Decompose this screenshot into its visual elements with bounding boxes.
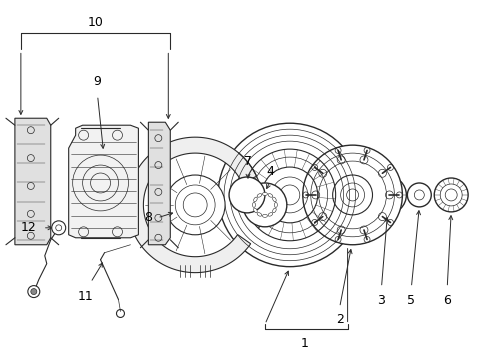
Ellipse shape — [272, 208, 276, 213]
Ellipse shape — [262, 193, 267, 195]
Circle shape — [218, 123, 361, 267]
Circle shape — [407, 183, 430, 207]
Text: 10: 10 — [87, 16, 103, 29]
Ellipse shape — [253, 208, 257, 213]
Text: 6: 6 — [442, 293, 450, 307]
Circle shape — [228, 177, 264, 213]
Circle shape — [433, 178, 467, 212]
Text: 8: 8 — [144, 211, 152, 224]
Text: 9: 9 — [93, 75, 102, 88]
Circle shape — [52, 221, 65, 235]
Circle shape — [28, 285, 40, 298]
Circle shape — [243, 183, 286, 227]
Ellipse shape — [272, 197, 276, 202]
Ellipse shape — [274, 202, 277, 207]
Polygon shape — [68, 125, 138, 238]
Circle shape — [165, 175, 224, 235]
Text: 4: 4 — [265, 165, 273, 178]
Text: 12: 12 — [21, 221, 37, 234]
Circle shape — [302, 145, 402, 245]
Ellipse shape — [253, 197, 257, 202]
Polygon shape — [15, 118, 51, 245]
Ellipse shape — [257, 213, 261, 216]
Ellipse shape — [267, 194, 272, 197]
Text: 2: 2 — [335, 314, 343, 327]
Circle shape — [368, 176, 406, 214]
Ellipse shape — [257, 194, 261, 197]
Ellipse shape — [262, 214, 267, 217]
Polygon shape — [127, 137, 256, 273]
Polygon shape — [148, 122, 170, 245]
Ellipse shape — [267, 213, 272, 216]
Text: 7: 7 — [244, 155, 251, 168]
Circle shape — [31, 289, 37, 294]
Text: 5: 5 — [407, 293, 414, 307]
Text: 1: 1 — [300, 337, 308, 350]
Ellipse shape — [252, 202, 255, 207]
Text: 11: 11 — [78, 289, 93, 302]
Text: 3: 3 — [377, 293, 385, 307]
